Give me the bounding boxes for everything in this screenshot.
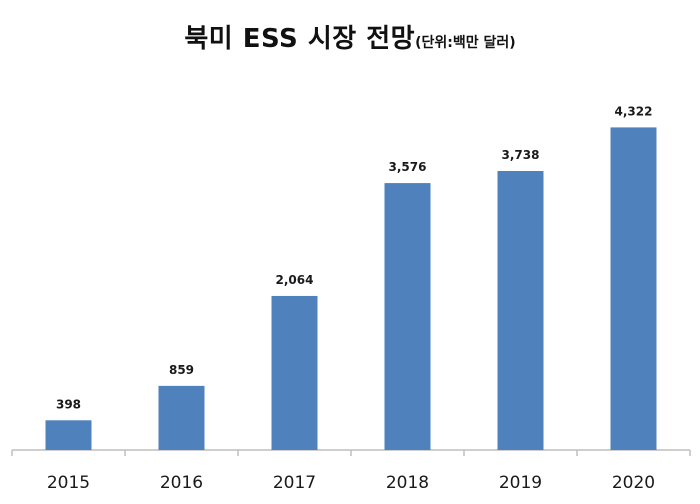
bar-2017 — [271, 295, 318, 450]
bar-2016 — [158, 385, 205, 450]
data-label-2015: 398 — [56, 397, 81, 411]
chart-unit-subtitle: (단위:백만 달러) — [415, 35, 516, 51]
data-label-2016: 859 — [169, 363, 194, 377]
x-tick-label-2015: 2015 — [47, 473, 90, 493]
chart-title-block: 북미 ESS 시장 전망(단위:백만 달러) — [0, 18, 700, 55]
bar-2015 — [45, 420, 92, 450]
chart-title: 북미 ESS 시장 전망 — [184, 24, 416, 54]
x-tick-label-2018: 2018 — [386, 473, 429, 493]
x-tick-label-2017: 2017 — [273, 473, 316, 493]
data-label-2018: 3,576 — [389, 160, 427, 174]
bar-2020 — [610, 127, 657, 450]
x-tick-label-2016: 2016 — [160, 473, 203, 493]
bar-2019 — [497, 170, 544, 450]
data-label-2019: 3,738 — [502, 148, 540, 162]
x-tick-label-2020: 2020 — [612, 473, 655, 493]
data-label-2020: 4,322 — [615, 104, 653, 118]
data-label-2017: 2,064 — [276, 273, 314, 287]
x-tick-label-2019: 2019 — [499, 473, 542, 493]
bar-2018 — [384, 183, 431, 450]
